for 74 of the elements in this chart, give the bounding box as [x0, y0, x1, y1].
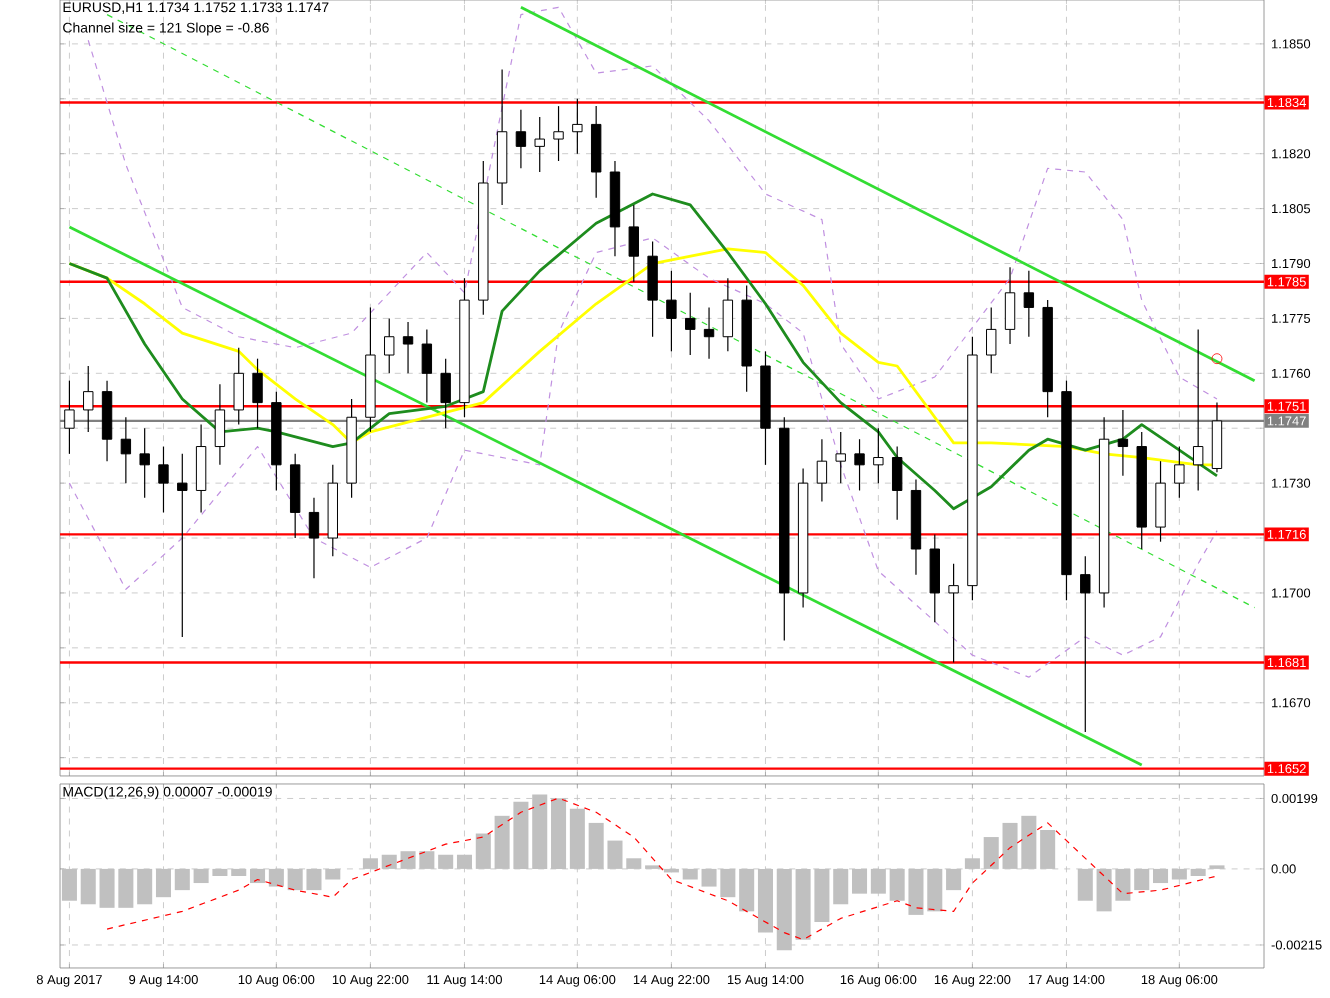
- line-series: [68, 192, 1219, 511]
- bar: [1077, 868, 1093, 901]
- candlestick: [873, 427, 884, 484]
- candlestick: [685, 292, 696, 356]
- candlestick: [647, 240, 658, 338]
- candlestick: [214, 383, 226, 466]
- bar: [1153, 868, 1169, 884]
- bar: [682, 868, 698, 880]
- candlestick: [158, 445, 169, 514]
- candlestick: [120, 416, 132, 484]
- bar: [1190, 868, 1206, 876]
- bar: [381, 854, 397, 869]
- bar: [757, 868, 773, 933]
- candlestick: [835, 431, 846, 484]
- bar: [1134, 868, 1150, 891]
- candlestick: [1211, 402, 1223, 473]
- candlestick: [440, 358, 451, 429]
- bar: [964, 858, 980, 869]
- candlestick: [929, 533, 940, 623]
- bar: [250, 868, 266, 884]
- bar: [268, 868, 284, 887]
- bar: [569, 808, 585, 869]
- candlestick: [1192, 328, 1204, 492]
- candlestick: [421, 328, 433, 404]
- bar: [1040, 829, 1056, 869]
- candlestick: [986, 306, 997, 374]
- bar: [475, 833, 491, 869]
- candlestick: [628, 204, 639, 283]
- bar: [80, 868, 96, 905]
- bar: [852, 868, 868, 894]
- candlestick: [1155, 460, 1166, 543]
- candlestick: [703, 306, 715, 360]
- candlestick: [1174, 445, 1185, 499]
- bar: [231, 868, 247, 876]
- bar: [946, 868, 962, 891]
- bar: [833, 868, 849, 905]
- candlestick: [252, 358, 263, 429]
- candlestick: [590, 105, 602, 199]
- candlestick: [891, 445, 903, 521]
- candlestick: [816, 438, 828, 503]
- candlestick: [854, 438, 865, 492]
- candlestick: [948, 563, 959, 664]
- candlestick: [515, 109, 527, 169]
- candlestick: [553, 105, 564, 162]
- candlestick: [308, 497, 320, 579]
- bar: [137, 868, 153, 905]
- candlestick: [1023, 270, 1035, 338]
- bar: [456, 854, 472, 869]
- bar: [870, 868, 886, 894]
- candlestick: [402, 321, 414, 374]
- bar: [174, 868, 190, 891]
- candlestick: [177, 453, 188, 638]
- bar: [438, 854, 454, 869]
- candlestick: [139, 427, 150, 499]
- bar: [362, 858, 378, 869]
- bar: [739, 868, 755, 912]
- candlestick: [83, 365, 94, 433]
- candlestick: [289, 453, 301, 539]
- bar: [983, 837, 999, 869]
- candlestick: [64, 380, 75, 455]
- candlestick: [1080, 555, 1091, 733]
- candlestick: [384, 317, 395, 374]
- candlestick: [534, 116, 545, 173]
- candlestick: [101, 380, 113, 462]
- candlestick: [1004, 266, 1016, 345]
- bar: [155, 868, 172, 898]
- candlestick: [233, 347, 244, 426]
- candlestick: [1117, 409, 1129, 477]
- line-series: [68, 237, 1218, 678]
- candlestick: [722, 277, 734, 352]
- candlestick: [195, 423, 207, 514]
- candlestick: [666, 270, 677, 352]
- candlestick: [572, 98, 583, 155]
- bar: [927, 868, 943, 912]
